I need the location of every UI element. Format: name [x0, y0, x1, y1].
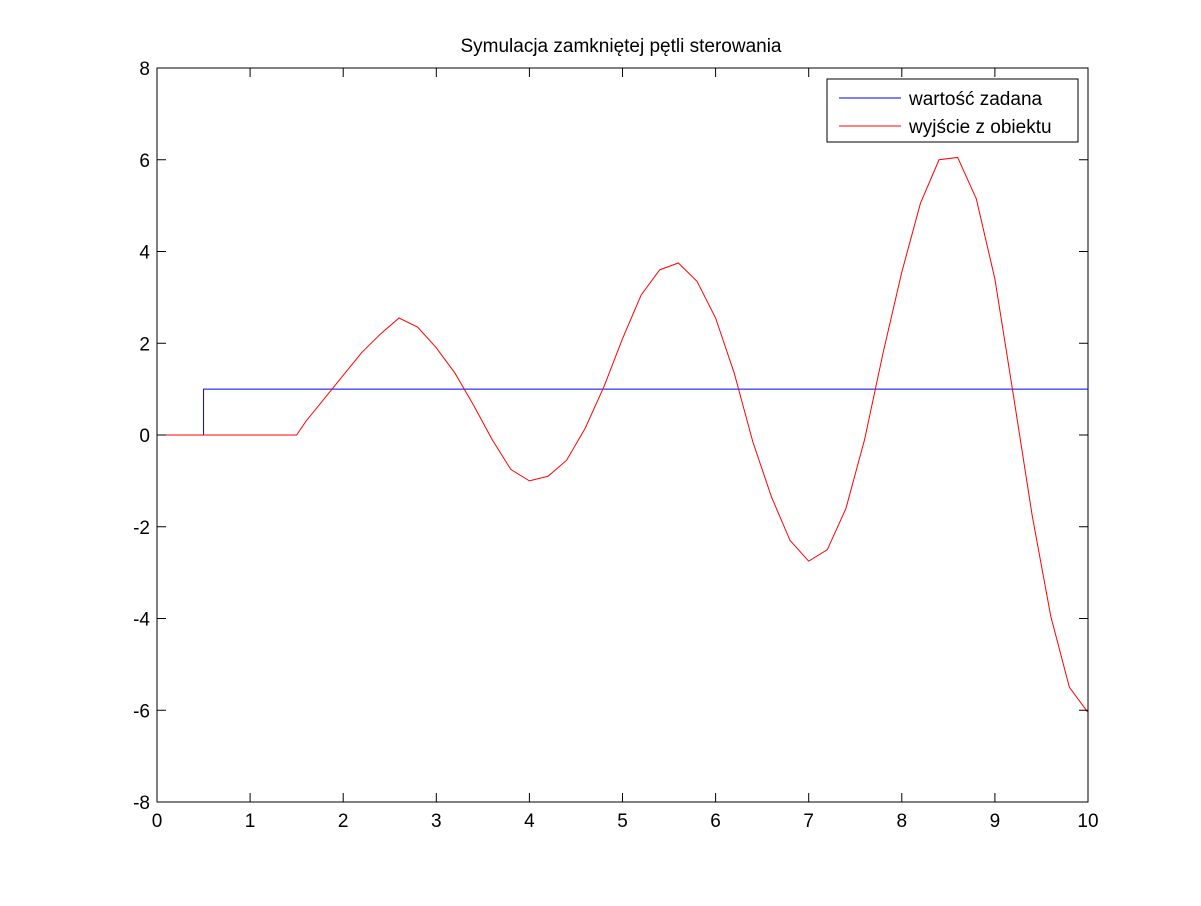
x-tick-label: 5: [617, 811, 628, 832]
x-tick-label: 9: [990, 811, 1001, 832]
x-tick-label: 8: [897, 811, 908, 832]
y-tick-label: -8: [133, 793, 150, 814]
y-tick-label: -4: [133, 610, 150, 631]
axes-layer: 0 1 2 3 4 5 6 7 8 9 10 8 6 4 2 0 -2 -4 -6 -8: [133, 59, 1098, 832]
x-tick-label: 0: [152, 811, 163, 832]
chart-title: Symulacja zamkniętej pętli sterowania: [460, 36, 781, 57]
x-tick-label: 3: [431, 811, 442, 832]
series-line-plant-output: [157, 156, 1089, 713]
legend-box: [826, 78, 1079, 143]
legend: wartość zadana wyjście z obiektu: [826, 78, 1079, 143]
x-tick-label: 6: [710, 811, 721, 832]
x-tick-label: 7: [803, 811, 814, 832]
x-tick-label: 1: [245, 811, 256, 832]
x-tick-label: 10: [1077, 811, 1098, 832]
y-tick-label: 4: [139, 243, 150, 264]
y-tick-label: 8: [139, 59, 150, 80]
y-tick-label: -2: [133, 518, 150, 539]
legend-label: wartość zadana: [908, 89, 1043, 110]
x-tick-label: 2: [338, 811, 349, 832]
x-tick-label: 4: [524, 811, 535, 832]
series-line-setpoint: [157, 388, 1088, 436]
legend-label: wyjście z obiektu: [908, 117, 1052, 138]
y-tick-label: 6: [139, 151, 150, 172]
y-tick-label: -6: [133, 701, 150, 722]
y-tick-label: 2: [139, 334, 150, 355]
y-tick-label: 0: [139, 426, 150, 447]
series-layer: [157, 156, 1089, 713]
